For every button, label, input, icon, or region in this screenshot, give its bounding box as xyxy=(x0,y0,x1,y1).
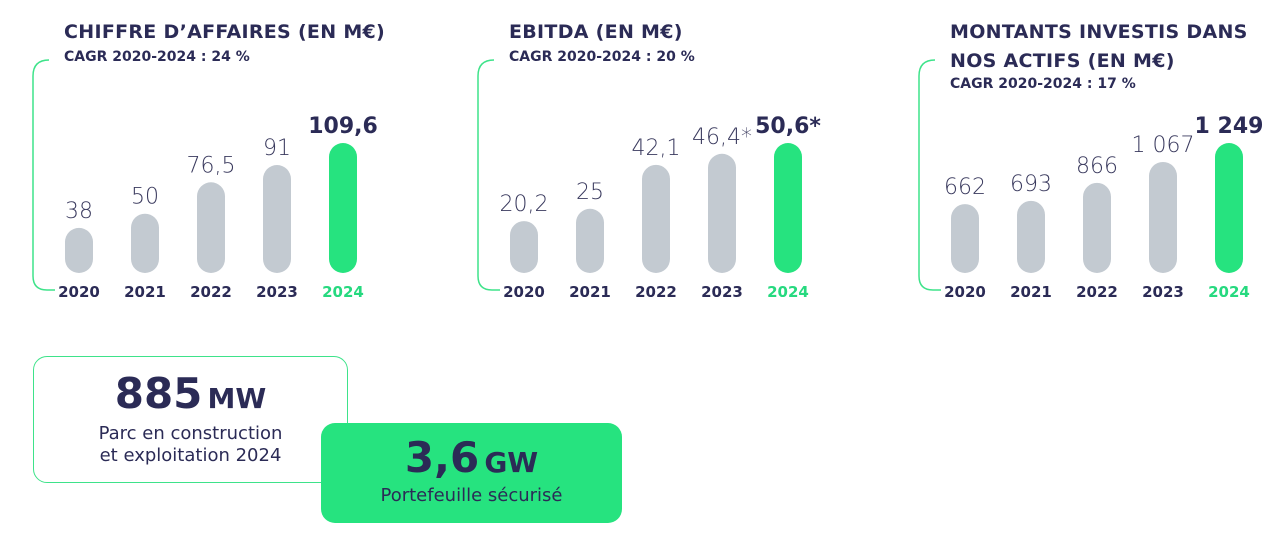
x-tick-2022: 2022 xyxy=(635,283,677,301)
x-tick-2021: 2021 xyxy=(1010,283,1052,301)
data-label-2023: 46,4* xyxy=(692,125,752,150)
data-label-2021: 50 xyxy=(131,185,159,210)
revenue-chart: 38 2020 50 2021 76,5 2022 91 2023 109,6 2024 xyxy=(32,59,378,301)
data-label-2023: 91 xyxy=(263,136,291,161)
data-label-2022: 866 xyxy=(1076,154,1118,179)
bar-2023 xyxy=(263,165,291,273)
bar-2021 xyxy=(131,213,159,273)
portfolio-unit: GW xyxy=(484,446,539,479)
x-tick-2020: 2020 xyxy=(503,283,545,301)
data-label-2024: 50,6* xyxy=(755,114,821,139)
chart-panel-revenue: 38 2020 50 2021 76,5 2022 91 2023 109,6 2024 CHIF… xyxy=(0,0,400,310)
chart-cagr: CAGR 2020-2024 : 24 % xyxy=(64,49,250,65)
capacity-caption-line1: Parc en construction xyxy=(98,423,283,444)
x-tick-2024: 2024 xyxy=(767,283,809,301)
chart-panel-investments: 662 2020 693 2021 866 2022 1 067 2023 1 249 2024 … xyxy=(886,0,1280,310)
bar-2020 xyxy=(951,204,979,273)
x-tick-2022: 2022 xyxy=(190,283,232,301)
data-label-2023: 1 067 xyxy=(1132,133,1195,158)
x-tick-2020: 2020 xyxy=(944,283,986,301)
bar-2020 xyxy=(510,221,538,273)
x-tick-2021: 2021 xyxy=(569,283,611,301)
capacity-caption-line2: et exploitation 2024 xyxy=(99,445,282,466)
bracket-line xyxy=(477,59,500,291)
bar-2022 xyxy=(642,164,670,273)
bar-2023 xyxy=(708,153,736,273)
chart-panel-ebitda: 20,2 2020 25 2021 42,1 2022 46,4* 2023 50,6* 2024… xyxy=(445,0,845,310)
x-tick-2021: 2021 xyxy=(124,283,166,301)
chart-cagr: CAGR 2020-2024 : 20 % xyxy=(509,49,695,65)
ebitda-chart: 20,2 2020 25 2021 42,1 2022 46,4* 2023 50,6* 2024 xyxy=(477,59,821,301)
bracket-line xyxy=(918,59,941,291)
data-label-2021: 25 xyxy=(576,180,604,205)
bar-2024 xyxy=(329,143,357,273)
x-tick-2024: 2024 xyxy=(322,283,364,301)
data-label-2020: 662 xyxy=(944,175,986,200)
x-tick-2023: 2023 xyxy=(1142,283,1184,301)
capacity-kpi-card: 885 MW Parc en construction et exploitat… xyxy=(33,356,348,483)
bar-2024 xyxy=(774,143,802,273)
bar-2020 xyxy=(65,227,93,273)
chart-title: CHIFFRE D’AFFAIRES (EN M€) xyxy=(64,21,386,43)
data-label-2022: 42,1 xyxy=(632,136,681,161)
bar-2021 xyxy=(1017,200,1045,273)
portfolio-kpi-card: 3,6 GW Portefeuille sécurisé xyxy=(321,423,622,523)
x-tick-2023: 2023 xyxy=(256,283,298,301)
x-tick-2024: 2024 xyxy=(1208,283,1250,301)
bar-2022 xyxy=(1083,182,1111,273)
capacity-value: 885 xyxy=(114,369,203,418)
portfolio-value: 3,6 xyxy=(404,433,480,482)
x-tick-2020: 2020 xyxy=(58,283,100,301)
x-tick-2022: 2022 xyxy=(1076,283,1118,301)
bar-2021 xyxy=(576,208,604,273)
data-label-2020: 20,2 xyxy=(500,192,549,217)
x-tick-2023: 2023 xyxy=(701,283,743,301)
data-label-2020: 38 xyxy=(65,199,93,224)
bracket-line xyxy=(32,59,55,291)
portfolio-caption: Portefeuille sécurisé xyxy=(380,485,563,506)
chart-title: MONTANTS INVESTIS DANS NOS ACTIFS (EN M€… xyxy=(950,21,1248,72)
investments-chart: 662 2020 693 2021 866 2022 1 067 2023 1 249 2024 xyxy=(918,59,1264,301)
bar-2024 xyxy=(1215,143,1243,273)
data-label-2021: 693 xyxy=(1010,172,1052,197)
bar-2023 xyxy=(1149,161,1177,273)
chart-title: EBITDA (EN M€) xyxy=(509,21,683,43)
capacity-unit: MW xyxy=(207,382,267,415)
chart-cagr: CAGR 2020-2024 : 17 % xyxy=(950,76,1136,92)
bar-2022 xyxy=(197,182,225,273)
data-label-2024: 109,6 xyxy=(308,114,378,139)
data-label-2024: 1 249 xyxy=(1195,114,1264,139)
data-label-2022: 76,5 xyxy=(187,153,236,178)
